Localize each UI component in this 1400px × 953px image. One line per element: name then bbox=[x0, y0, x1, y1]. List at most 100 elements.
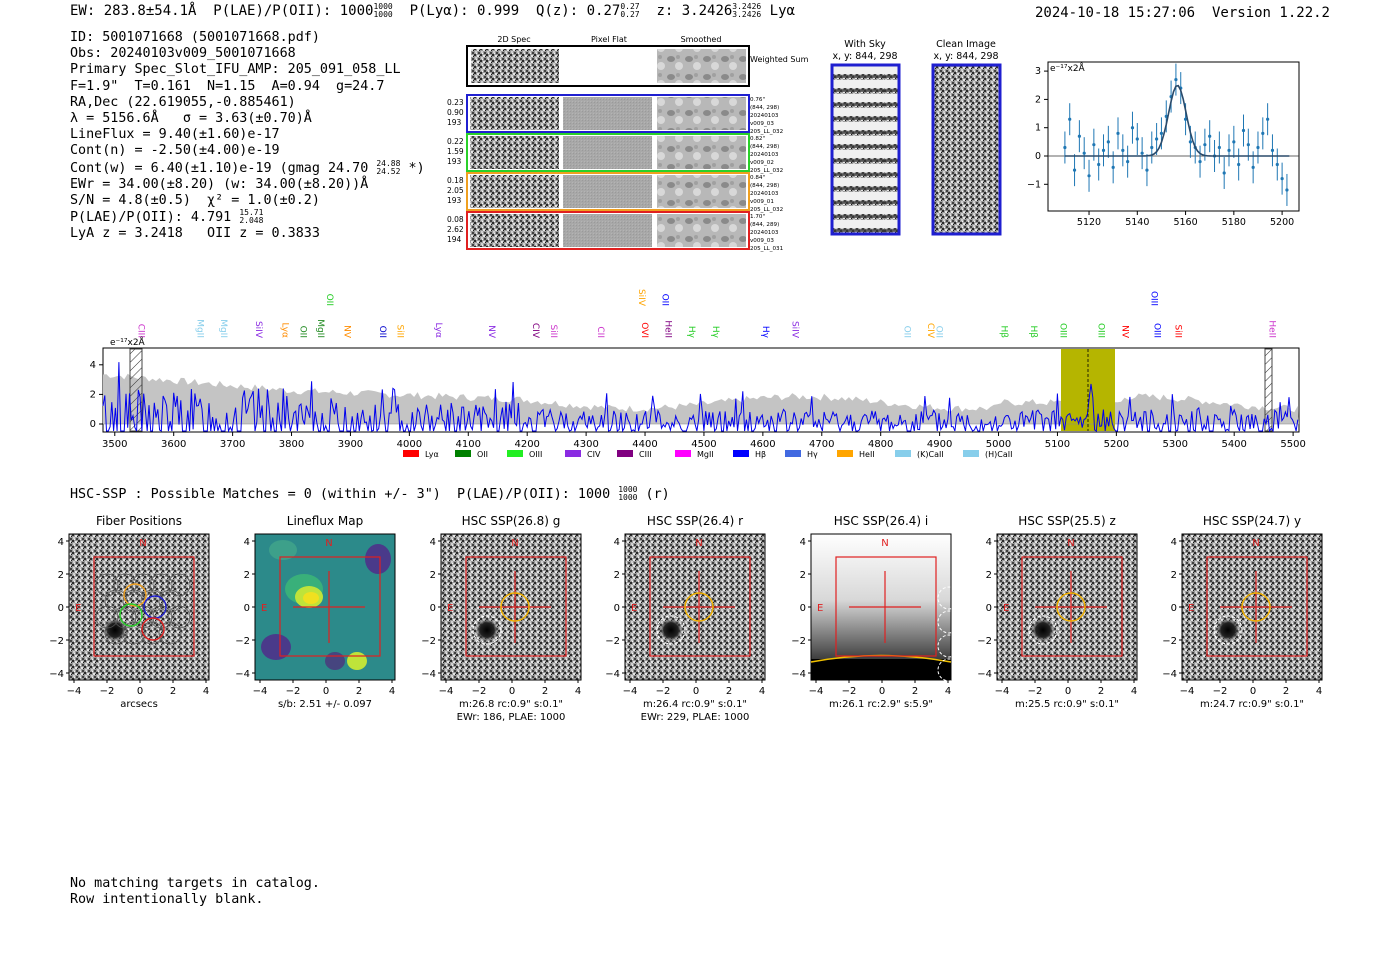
panel-caption: m:25.5 rc:0.9" s:0.1" bbox=[1015, 699, 1119, 710]
zoom-ytick-label: 0 bbox=[1035, 151, 1041, 162]
info-line: EWr = 34.00(±8.20) (w: 34.00(±8.20))Å bbox=[70, 176, 369, 192]
spec-xtick-label: 4000 bbox=[397, 439, 422, 450]
fiber bbox=[131, 573, 155, 597]
source-blob bbox=[103, 618, 127, 642]
panel-xtick-label: −4 bbox=[623, 686, 638, 697]
zoom-point bbox=[1159, 131, 1164, 135]
panel-ytick-label: −4 bbox=[421, 669, 436, 680]
east-label: E bbox=[1003, 603, 1009, 614]
zoom-point bbox=[1183, 117, 1188, 121]
fiber bbox=[131, 605, 155, 629]
line-label: SiII bbox=[1172, 324, 1182, 338]
zoom-point bbox=[1072, 168, 1077, 172]
panel-ytick-label: 0 bbox=[1171, 603, 1177, 614]
line-label: Hγ bbox=[760, 326, 770, 339]
line-label: MgII bbox=[194, 319, 204, 338]
panel-xtick-label: 0 bbox=[137, 686, 143, 697]
catalog-circle bbox=[472, 615, 502, 645]
spec-xtick-label: 5100 bbox=[1045, 439, 1070, 450]
zoom-fit bbox=[1064, 84, 1290, 157]
panel-ytick-label: −2 bbox=[421, 636, 436, 647]
spec-xtick-label: 5300 bbox=[1163, 439, 1188, 450]
panel-image bbox=[254, 533, 396, 681]
cutout-panel: Fiber Positions N E 4 2 0 −2 −4−4 −2 0 2 4 arcsecs bbox=[49, 514, 210, 710]
row-right-value: v009_03 bbox=[750, 238, 774, 244]
zoom-point bbox=[1212, 154, 1217, 158]
row-right-value: (844, 298) bbox=[750, 183, 779, 189]
row-left-value: 2.62 bbox=[447, 225, 464, 234]
row-right-value: v009_01 bbox=[750, 199, 774, 205]
row-left-value: 193 bbox=[447, 157, 462, 166]
panel-xtick-label: 4 bbox=[203, 686, 209, 697]
zoom-ytick-label: 1 bbox=[1035, 123, 1041, 134]
fiber bbox=[122, 621, 146, 645]
fiber bbox=[95, 605, 119, 629]
zoom-point bbox=[1135, 137, 1139, 141]
panel-ytick-label: 0 bbox=[58, 603, 64, 614]
spec-xtick-label: 3900 bbox=[338, 439, 363, 450]
panel-ytick-label: −4 bbox=[605, 669, 620, 680]
panel-ytick-label: 0 bbox=[800, 603, 806, 614]
panel-title: HSC SSP(26.4) r bbox=[647, 514, 743, 528]
zoom-ticks: 5120 5140 5160 5180 5200 3 2 1 0 −1 bbox=[1027, 66, 1294, 228]
sky-images: With Sky x, y: 844, 298 Clean Image x, y… bbox=[830, 39, 1002, 236]
panel-ytick-label: 4 bbox=[614, 537, 620, 548]
spec-xtick-label: 4800 bbox=[868, 439, 893, 450]
panel-xtick-label: −2 bbox=[286, 686, 301, 697]
line-label: SiIV bbox=[636, 289, 646, 307]
panel-xtick-label: −2 bbox=[472, 686, 487, 697]
row-left-value: 193 bbox=[447, 196, 462, 205]
zoom-point bbox=[1130, 126, 1135, 130]
flux-blob bbox=[261, 634, 291, 660]
row-right-value: 0.76" bbox=[750, 97, 765, 103]
zoom-point bbox=[1237, 162, 1241, 167]
plya-value: P(Lyα): 0.999 bbox=[409, 3, 520, 19]
spec-xtick-label: 5000 bbox=[986, 439, 1011, 450]
fiber-highlight bbox=[141, 617, 165, 641]
zoom-point bbox=[1193, 145, 1197, 150]
line-label: Hγ bbox=[710, 326, 720, 339]
zoom-point bbox=[1169, 94, 1173, 99]
line-label: CIV bbox=[925, 323, 935, 339]
legend-swatch bbox=[733, 450, 749, 457]
panel-ytick-label: 2 bbox=[430, 570, 436, 581]
row-spec bbox=[470, 136, 559, 169]
panel-ytick-label: 4 bbox=[58, 537, 64, 548]
panel-ytick-label: 0 bbox=[614, 603, 620, 614]
row-flat bbox=[563, 214, 652, 247]
panel-ytick-label: −4 bbox=[49, 669, 64, 680]
panel-xtick-label: 2 bbox=[726, 686, 732, 697]
fiber bbox=[158, 589, 182, 613]
flux-blob bbox=[347, 652, 367, 670]
col-title: Pixel Flat bbox=[591, 35, 627, 44]
fiber bbox=[149, 573, 173, 597]
north-label: N bbox=[1067, 538, 1074, 549]
line-label: CIV bbox=[530, 323, 540, 339]
row-right-value: 20240103 bbox=[750, 152, 779, 158]
row-left-value: 0.90 bbox=[447, 108, 464, 117]
panel-xtick-label: 4 bbox=[389, 686, 395, 697]
panel-image bbox=[1181, 533, 1323, 681]
panel-xtick-label: 0 bbox=[323, 686, 329, 697]
plae-line: P(LAE)/P(OII): 4.791 15.71 2.048 bbox=[70, 208, 264, 226]
catalog-circle bbox=[1213, 615, 1243, 645]
ew-value: EW: 283.8±54.1Å bbox=[70, 3, 197, 19]
zoom-xtick-label: 5160 bbox=[1173, 217, 1197, 228]
zoom-point bbox=[1227, 148, 1231, 152]
fiber bbox=[113, 605, 137, 629]
row-right-value: 20240103 bbox=[750, 113, 779, 119]
source-blob bbox=[1216, 618, 1240, 642]
line-label: OII bbox=[660, 294, 670, 306]
fov-box bbox=[1021, 556, 1123, 657]
legend-swatch bbox=[963, 450, 979, 457]
footer-notes: No matching targets in catalog. Row inte… bbox=[70, 876, 320, 907]
row-right-value: 205_LL_031 bbox=[750, 246, 784, 252]
row-smooth bbox=[657, 136, 746, 169]
redshift-line: LyA z = 3.2418 OII z = 0.3833 bbox=[70, 226, 320, 242]
fiber bbox=[167, 605, 191, 629]
zoom-xtick-label: 5180 bbox=[1222, 217, 1246, 228]
cont-w-line: Cont(w) = 6.40(±1.10)e-19 (gmag 24.70 24… bbox=[70, 158, 425, 176]
panel-xtick-label: 4 bbox=[945, 686, 951, 697]
info-line: S/N = 4.8(±0.5) χ² = 1.0(±0.2) bbox=[70, 193, 320, 209]
